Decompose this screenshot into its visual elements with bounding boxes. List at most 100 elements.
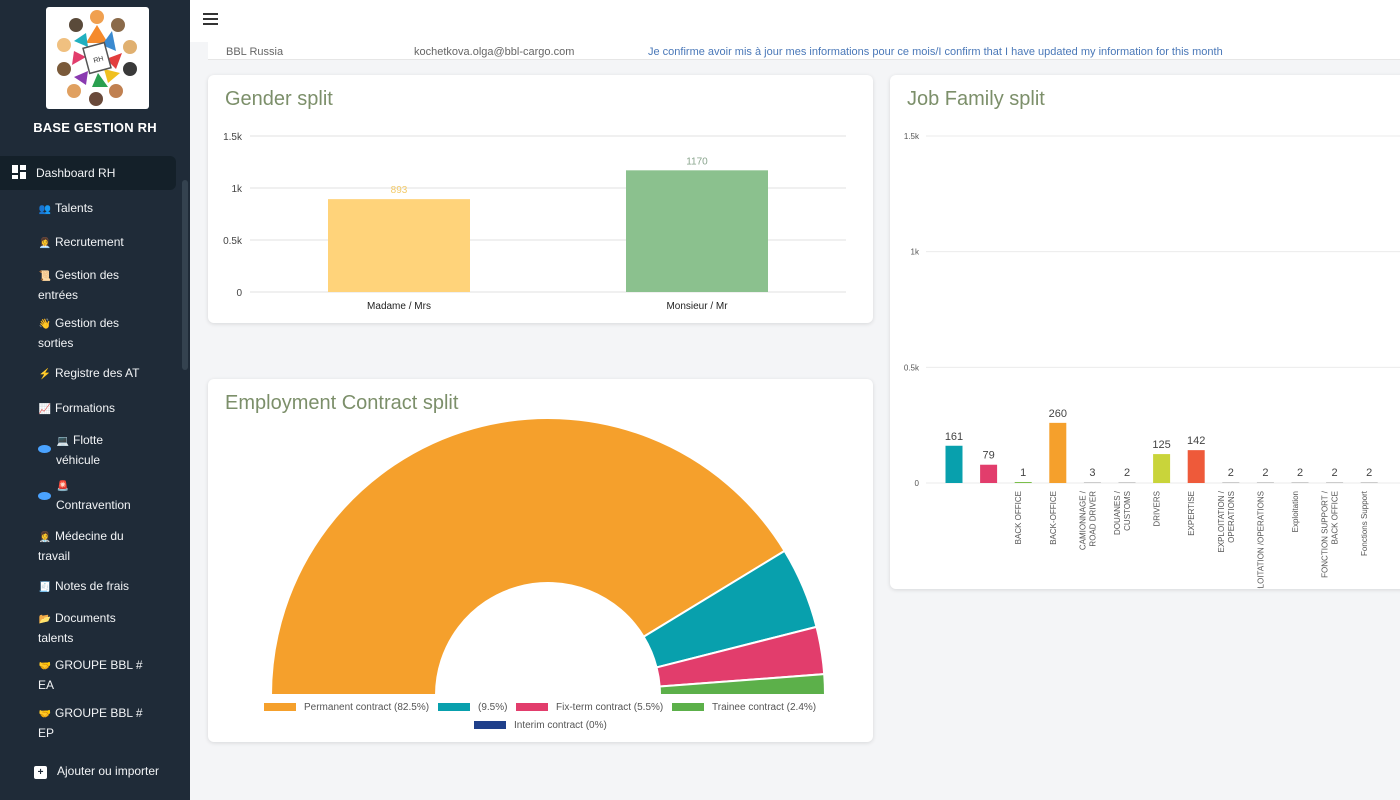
x-tick-label: DRIVERS [1153, 491, 1162, 527]
x-tick-label: CUSTOMS [1123, 491, 1132, 531]
x-tick-label: EXPLOITATION /OPERATIONS [1256, 491, 1265, 589]
scroll-icon: 📜 [38, 271, 52, 282]
sidebar-item-registre-des-at[interactable]: ⚡ Registre des AT [38, 364, 178, 384]
job-family-split-card: Job Family split 0 0.5k 1k 1.5k 161 79 1 BACK O… [890, 75, 1400, 589]
bar-value-label: 2 [1262, 467, 1268, 479]
legend-item-trainee[interactable]: Trainee contract (2.4%) [672, 702, 816, 713]
x-tick-label: OPERATIONS [1227, 491, 1236, 543]
bar-value-label: 79 [982, 450, 994, 462]
sidebar-item-dashboard-rh[interactable]: Dashboard RH [0, 156, 176, 190]
legend-swatch [264, 703, 296, 712]
x-tick-label: FONCTION SUPPORT / [1321, 490, 1330, 578]
y-tick-label: 1k [231, 184, 243, 195]
legend-item-unnamed[interactable]: (9.5%) [438, 702, 507, 713]
dashboard-icon [12, 165, 26, 179]
plus-icon: + [34, 766, 47, 779]
x-tick-label: EXPERTISE [1187, 491, 1196, 536]
y-tick-label: 0.5k [223, 236, 243, 247]
sidebar-item-ajouter-ou-importer[interactable]: + Ajouter ou importer [34, 762, 184, 780]
bar-value-label: 1170 [686, 156, 708, 167]
legend-label: Fix-term contract (5.5%) [556, 702, 664, 713]
bar-value-label: 2 [1297, 467, 1303, 479]
sidebar-item-label: Recrutement [55, 235, 124, 249]
x-tick-label: CAMIONNAGE / [1078, 490, 1087, 550]
sidebar-item-notes-de-frais[interactable]: 🧾 Notes de frais [38, 577, 178, 597]
lightning-icon: ⚡ [38, 369, 52, 380]
hr-team-logo-icon: RH [57, 10, 137, 106]
sidebar-item-groupe-bbl-ea[interactable]: 🤝 GROUPE BBL # EA [38, 656, 148, 694]
bar [1291, 482, 1309, 483]
siren-icon: 🚨 [56, 481, 70, 492]
bar-value-label: 2 [1366, 467, 1372, 479]
contract-semi-donut-chart [269, 417, 827, 696]
app-logo[interactable]: RH [46, 7, 149, 109]
sidebar-scrollbar[interactable] [182, 180, 188, 370]
employment-contract-card: Employment Contract split Permanent cont… [208, 379, 873, 742]
bar [980, 464, 998, 483]
legend-item-permanent[interactable]: Permanent contract (82.5%) [264, 702, 429, 713]
bar-value-label: 1 [1020, 467, 1026, 479]
sidebar-item-groupe-bbl-ep[interactable]: 🤝 GROUPE BBL # EP [38, 704, 148, 742]
y-tick-label: 1.5k [223, 132, 243, 143]
x-tick-label: DOUANES / [1113, 490, 1122, 535]
sidebar-item-gestion-des-sorties[interactable]: 👋 Gestion des sorties [38, 314, 138, 352]
top-bar [190, 0, 1400, 42]
x-tick-label: Fonctions Support [1360, 490, 1369, 556]
sidebar-item-label: Talents [55, 201, 94, 215]
sidebar-item-label: Dashboard RH [36, 166, 116, 180]
laptop-icon: 💻 [56, 436, 70, 447]
y-tick-label: 0.5k [904, 363, 920, 372]
job-chart-title: Job Family split [907, 88, 1045, 110]
bar [1118, 482, 1136, 483]
bar-value-label: 142 [1187, 435, 1205, 447]
legend-item-fix-term[interactable]: Fix-term contract (5.5%) [516, 702, 663, 713]
chart-icon: 📈 [38, 404, 52, 415]
table-row: BBL Russia kochetkova.olga@bbl-cargo.com… [208, 42, 1400, 60]
bar [945, 445, 963, 483]
pie-slice [269, 417, 786, 696]
row-message: Je confirme avoir mis à jour mes informa… [648, 46, 1223, 58]
contract-chart-title: Employment Contract split [225, 392, 459, 414]
y-tick-label: 1k [911, 248, 920, 257]
row-entity: BBL Russia [226, 46, 284, 58]
sidebar-item-formations[interactable]: 📈 Formations [38, 399, 178, 419]
legend-label: Permanent contract (82.5%) [304, 702, 430, 713]
bar [1256, 482, 1274, 483]
people-icon: 👥 [38, 204, 52, 215]
hamburger-menu-icon[interactable] [203, 13, 218, 25]
eye-icon[interactable] [38, 445, 51, 453]
sidebar-item-recrutement[interactable]: 👩‍💼 Recrutement [38, 233, 178, 253]
gender-bar-chart: 0 0.5k 1k 1.5k 893 Madame / Mrs 1170 Monsieur /… [223, 132, 846, 312]
y-tick-label: 0 [236, 288, 242, 299]
gender-chart-title: Gender split [225, 88, 333, 110]
bar [1187, 450, 1205, 483]
sidebar-item-documents-talents[interactable]: 📂 Documents talents [38, 609, 138, 647]
bar [1360, 482, 1378, 483]
sidebar-item-talents[interactable]: 👥 Talents [38, 199, 178, 219]
bar-value-label: 125 [1152, 439, 1170, 451]
sidebar-item-contravention[interactable]: 🚨 Contravention [56, 478, 156, 514]
eye-icon[interactable] [38, 492, 51, 500]
handshake-icon: 🤝 [38, 709, 52, 720]
sidebar-item-gestion-des-entrees[interactable]: 📜 Gestion des entrées [38, 266, 138, 304]
bar [626, 170, 768, 292]
bar [328, 199, 470, 292]
wave-icon: 👋 [38, 319, 52, 330]
x-tick-label: Monsieur / Mr [666, 301, 728, 312]
sidebar-item-label: Formations [55, 401, 116, 415]
legend-item-interim[interactable]: Interim contract (0%) [474, 720, 607, 731]
bar [1083, 482, 1101, 483]
sidebar-item-label: Gestion des entrées [38, 268, 120, 302]
x-tick-label: BACK-OFFICE [1049, 491, 1058, 545]
x-tick-label: BACK OFFICE [1014, 491, 1023, 544]
bar [1326, 482, 1344, 483]
brand-title: BASE GESTION RH [33, 120, 157, 135]
bar-value-label: 2 [1332, 467, 1338, 479]
bar-value-label: 893 [391, 185, 408, 196]
gender-split-card: Gender split 0 0.5k 1k 1.5k 893 Madame / Mrs 1… [208, 75, 873, 323]
sidebar-item-label: Registre des AT [55, 366, 140, 380]
sidebar-item-medecine-du-travail[interactable]: 👩‍⚕️ Médecine du travail [38, 527, 138, 565]
sidebar-item-flotte-vehicule[interactable]: 💻 Flotte véhicule [56, 431, 136, 469]
y-tick-label: 0 [915, 479, 920, 488]
folder-icon: 📂 [38, 614, 52, 625]
